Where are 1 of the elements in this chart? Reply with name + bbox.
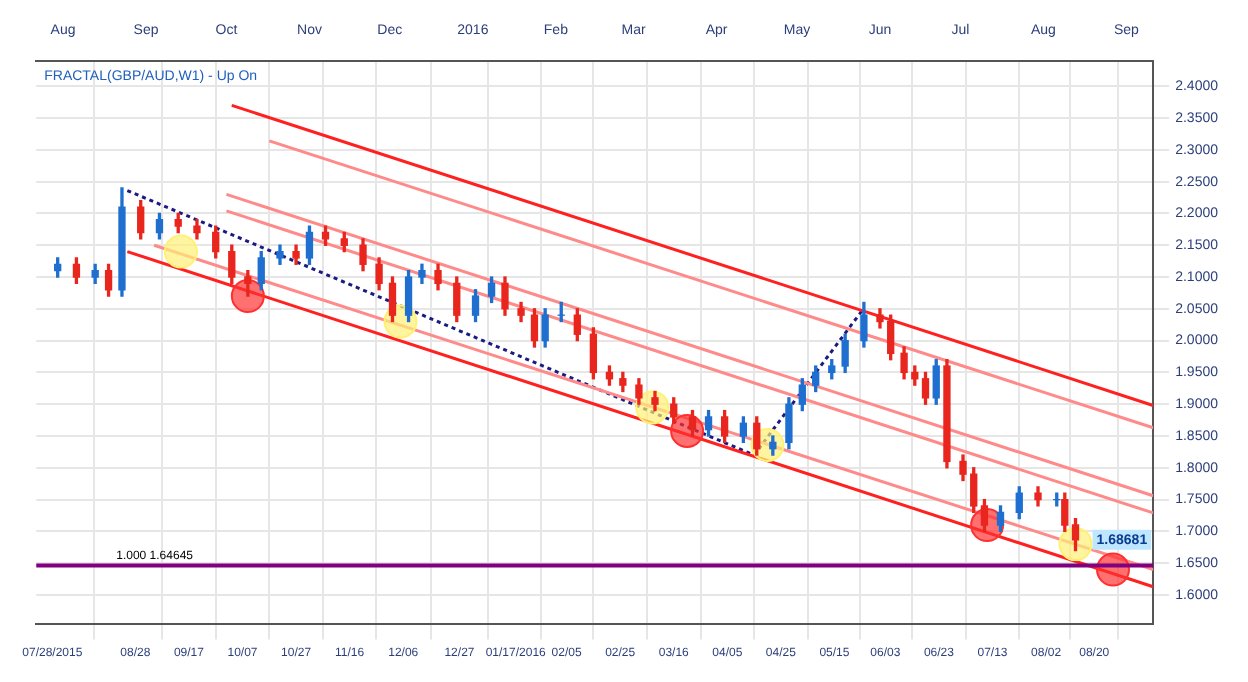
point [163, 234, 198, 269]
